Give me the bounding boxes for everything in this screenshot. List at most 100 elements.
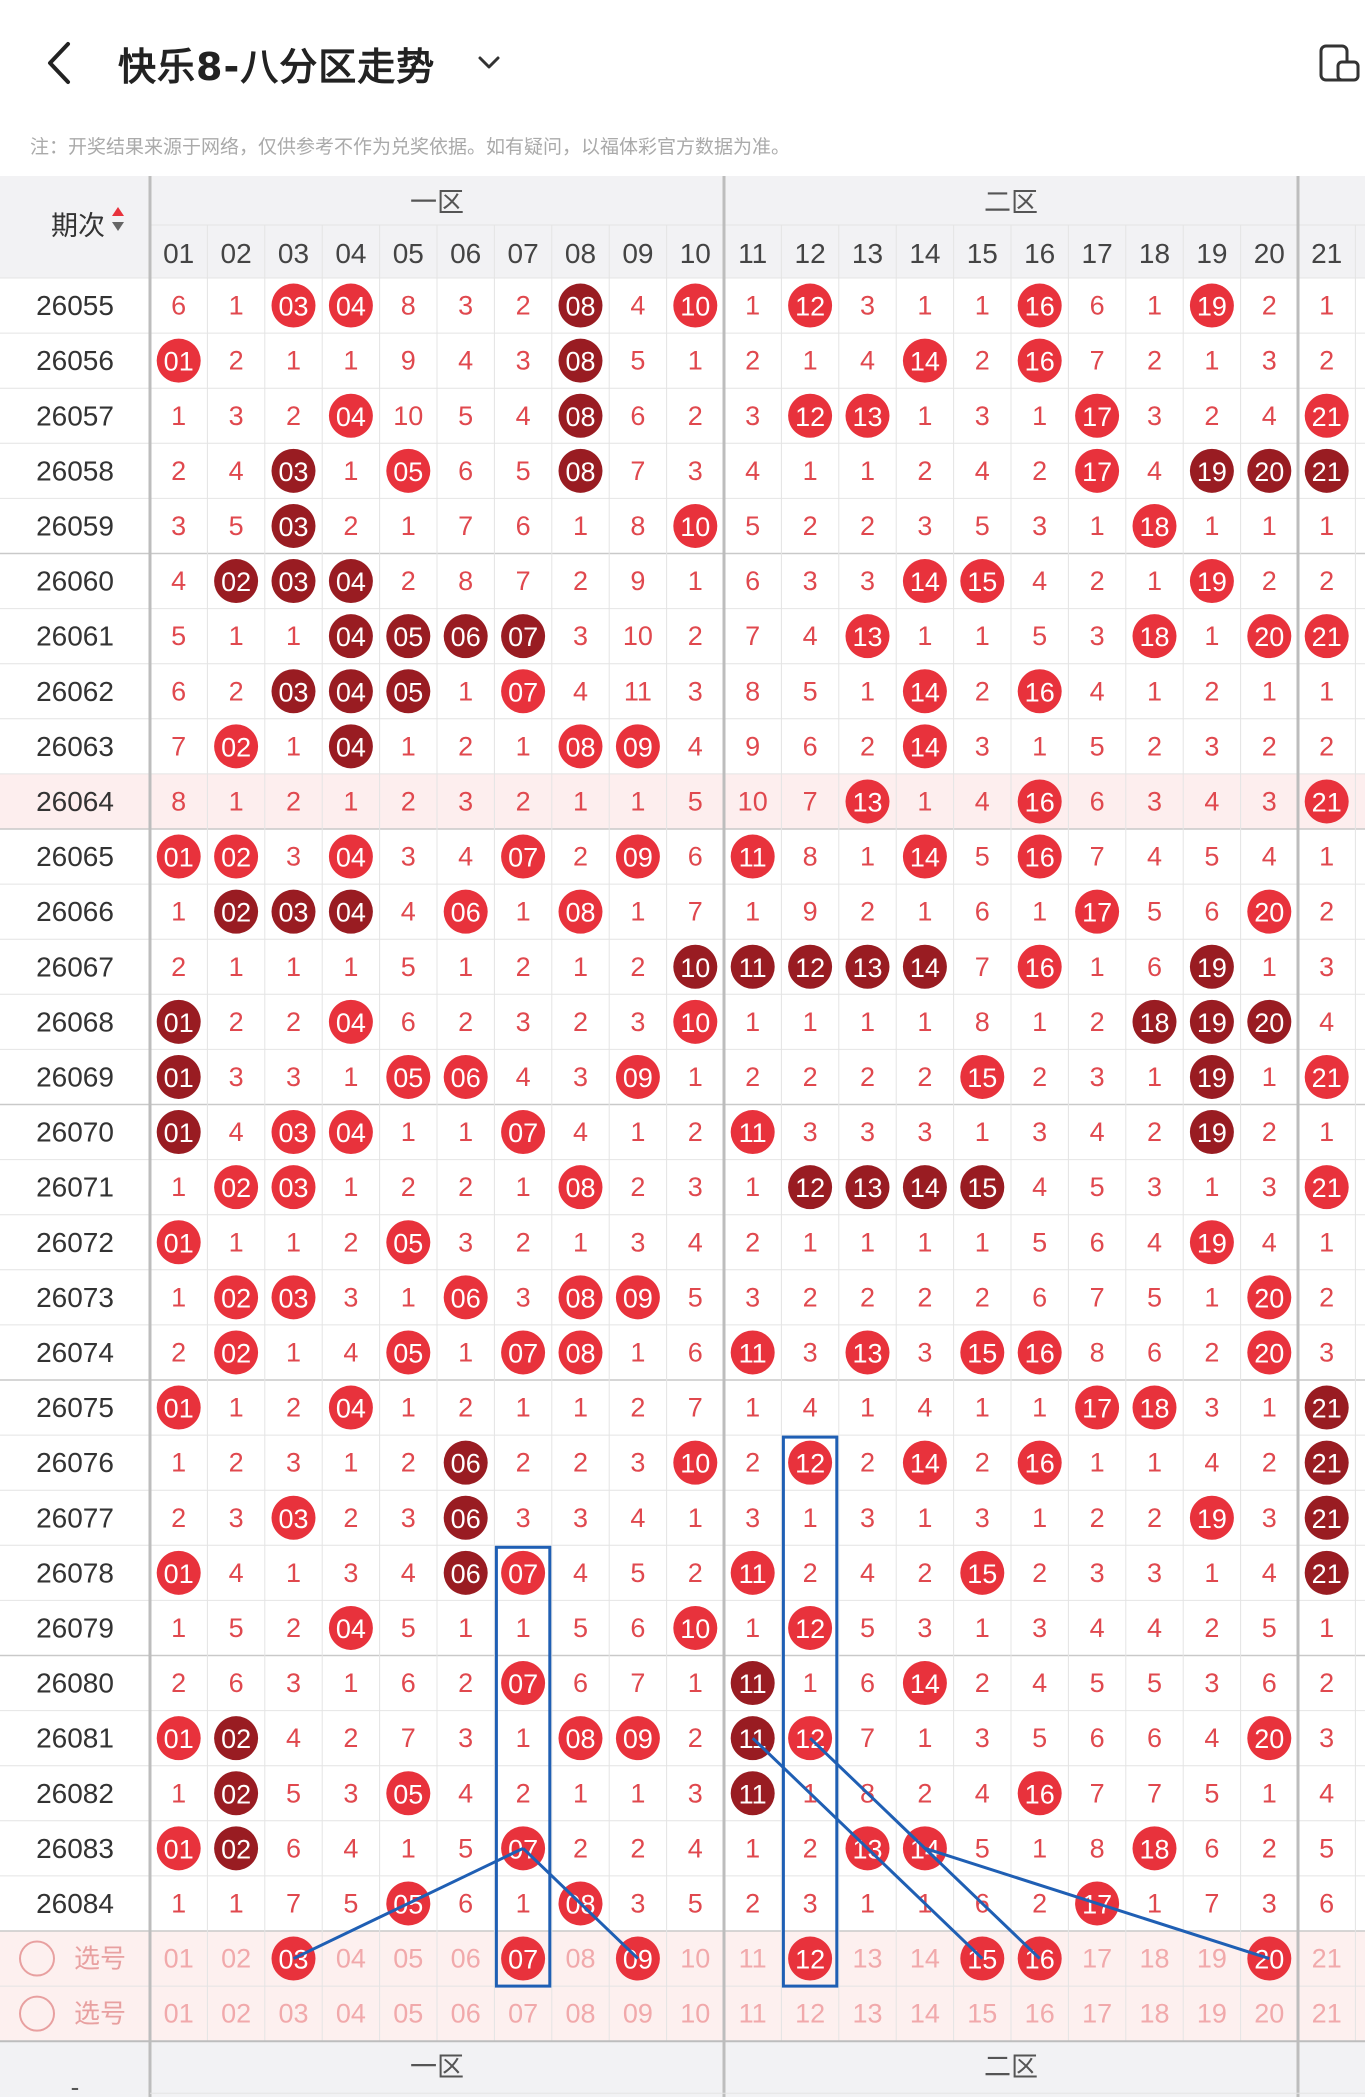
miss-count: 10 [393,401,423,431]
drawn-number-ball [902,559,947,604]
drawn-number: 02 [221,567,251,597]
drawn-number: 17 [1082,457,1112,487]
miss-count: 2 [171,952,186,982]
miss-count: 2 [1319,346,1334,376]
miss-count: 3 [630,1448,645,1478]
miss-count: 1 [1090,1448,1105,1478]
drawn-number: 15 [967,1173,997,1203]
miss-count: 4 [917,1393,932,1423]
miss-count: 1 [1319,676,1334,706]
miss-count: 1 [1032,731,1047,761]
sort-asc-icon[interactable] [112,207,124,216]
display-toggle-icon[interactable] [1318,42,1360,84]
period-placeholder: - [71,2072,80,2097]
miss-count: 3 [343,1558,358,1588]
miss-count: 2 [286,786,301,816]
drawn-number: 01 [164,1063,194,1093]
miss-count: 2 [401,566,416,596]
drawn-number-ball [1017,779,1062,824]
miss-count: 2 [1262,731,1277,761]
miss-count: 4 [1090,1613,1105,1643]
miss-count: 1 [1032,1393,1047,1423]
drawn-number-ball [328,999,373,1044]
miss-count: 1 [975,291,990,321]
miss-count: 5 [1204,1778,1219,1808]
select-radio-icon[interactable] [19,1940,55,1977]
drawn-number-ball [730,834,775,879]
drawn-number: 21 [1312,402,1342,432]
miss-count: 4 [286,1723,301,1753]
miss-count: 1 [1319,842,1334,872]
miss-count: 1 [1262,1062,1277,1092]
miss-count: 4 [171,566,186,596]
period-label: 26083 [36,1833,114,1864]
page-title[interactable]: 快乐8-八分区走势 [118,45,436,89]
miss-count: 1 [917,1723,932,1753]
miss-count: 3 [401,1503,416,1533]
miss-count: 4 [688,731,703,761]
miss-count: 4 [975,456,990,486]
selectable-number: 10 [680,1999,710,2029]
miss-count: 2 [1319,1668,1334,1698]
drawn-number-ball [960,1054,1005,1099]
miss-count: 7 [1090,1282,1105,1312]
selectable-number: 17 [1082,1944,1112,1974]
miss-count: 1 [975,621,990,651]
drawn-number: 13 [852,622,882,652]
drawn-number: 01 [164,1834,194,1864]
drawn-number: 12 [795,1449,825,1479]
miss-count: 2 [860,731,875,761]
drawn-number-ball [615,834,660,879]
drawn-number-ball [1132,614,1177,659]
miss-count: 2 [458,731,473,761]
selected-number-ball[interactable] [501,1936,546,1981]
drawn-number-ball [1189,1054,1234,1099]
miss-count: 3 [917,1337,932,1367]
miss-count: 6 [458,1888,473,1918]
miss-count: 1 [745,291,760,321]
drawn-number-ball [1304,1495,1349,1540]
selectable-number: 14 [910,1944,940,1974]
miss-count: 4 [458,346,473,376]
drawn-number: 07 [508,843,538,873]
select-radio-icon[interactable] [19,1995,55,2032]
drawn-number: 07 [508,1338,538,1368]
miss-count: 1 [286,346,301,376]
miss-count: 9 [630,566,645,596]
drawn-number: 19 [1197,1228,1227,1258]
selected-number-ball[interactable] [788,1936,833,1981]
miss-count: 1 [1032,1503,1047,1533]
chevron-down-icon[interactable] [474,48,504,78]
drawn-number: 13 [852,953,882,983]
miss-count: 5 [229,511,244,541]
sort-desc-icon[interactable] [112,222,124,231]
miss-count: 1 [860,842,875,872]
drawn-number-ball [271,448,316,493]
miss-count: 2 [1204,1337,1219,1367]
drawn-number: 19 [1197,567,1227,597]
drawn-number: 08 [565,732,595,762]
drawn-number: 03 [278,898,308,928]
miss-count: 3 [917,1613,932,1643]
miss-count: 1 [688,1062,703,1092]
miss-count: 1 [286,952,301,982]
miss-count: 2 [516,786,531,816]
drawn-number-ball [615,1275,660,1320]
miss-count: 3 [458,1227,473,1257]
period-label: 26074 [36,1337,114,1368]
drawn-number: 04 [336,622,366,652]
drawn-number: 07 [508,1118,538,1148]
drawn-number-ball [1075,889,1120,934]
drawn-number: 06 [451,1504,481,1534]
miss-count: 1 [1204,346,1219,376]
miss-count: 5 [745,511,760,541]
miss-count: 3 [917,1117,932,1147]
miss-count: 3 [1147,1558,1162,1588]
miss-count: 5 [229,1613,244,1643]
drawn-number: 11 [739,1118,767,1148]
drawn-number: 16 [1025,787,1055,817]
drawn-number: 08 [565,402,595,432]
back-arrow-icon[interactable] [40,38,80,88]
period-label: 26059 [36,510,114,541]
miss-count: 2 [171,1337,186,1367]
